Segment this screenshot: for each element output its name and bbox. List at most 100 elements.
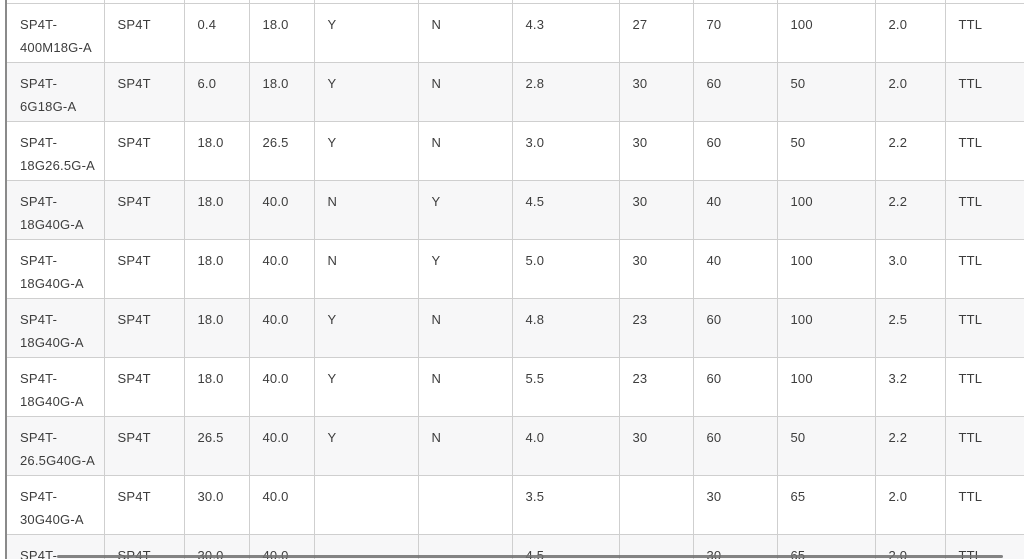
table-cell: 2.2 xyxy=(874,415,946,476)
part-number-cell: SP4T-30G40G-A xyxy=(5,474,105,535)
table-cell: 60 xyxy=(692,297,778,358)
table-cell: N xyxy=(313,179,419,240)
table-cell: SP4T xyxy=(103,474,185,535)
spec-table: SP4T-400M18G-A SP4T 0.4 18.0 Y N 4.3 27 70 100 2.0… xyxy=(5,0,1024,559)
table-cell: 23 xyxy=(618,297,694,358)
table-cell xyxy=(313,474,419,535)
table-cell: Y xyxy=(417,179,513,240)
table-cell: 100 xyxy=(776,2,876,63)
table-cell: TTL xyxy=(944,533,1024,559)
table-row: SP4T-18G40G-A SP4T 18.0 40.0 Y N 5.5 23 60 100 3.2… xyxy=(5,356,1024,417)
table-cell: SP4T xyxy=(103,61,185,122)
table-cell: TTL xyxy=(944,120,1024,181)
table-cell: Y xyxy=(313,356,419,417)
table-cell: 2.0 xyxy=(874,2,946,63)
table-cell xyxy=(417,533,513,559)
table-cell: 23 xyxy=(618,356,694,417)
table-cell: 100 xyxy=(776,238,876,299)
table-cell: 60 xyxy=(692,61,778,122)
table-cell: 18.0 xyxy=(183,179,250,240)
part-number-cell: SP4T-18G40G-A xyxy=(5,179,105,240)
table-cell: N xyxy=(417,356,513,417)
table-cell: SP4T xyxy=(103,415,185,476)
table-cell: 50 xyxy=(776,415,876,476)
spec-table-body: SP4T-400M18G-A SP4T 0.4 18.0 Y N 4.3 27 70 100 2.0… xyxy=(5,0,1024,559)
table-cell: 40 xyxy=(692,238,778,299)
table-cell: N xyxy=(417,2,513,63)
table-cell: Y xyxy=(313,297,419,358)
table-cell: 30.0 xyxy=(183,533,250,559)
table-cell: 26.5 xyxy=(183,415,250,476)
table-cell xyxy=(618,474,694,535)
table-cell: TTL xyxy=(944,179,1024,240)
table-cell: TTL xyxy=(944,415,1024,476)
table-cell: 18.0 xyxy=(248,61,315,122)
table-cell: 100 xyxy=(776,179,876,240)
table-cell: 60 xyxy=(692,356,778,417)
table-cell: Y xyxy=(313,61,419,122)
table-cell: 40.0 xyxy=(248,238,315,299)
table-cell: SP4T xyxy=(103,533,185,559)
table-cell: 30.0 xyxy=(183,474,250,535)
table-cell: 40.0 xyxy=(248,179,315,240)
table-cell: 3.0 xyxy=(874,238,946,299)
table-cell: 27 xyxy=(618,2,694,63)
table-cell: 0.4 xyxy=(183,2,250,63)
table-cell: 18.0 xyxy=(248,2,315,63)
table-cell: N xyxy=(417,415,513,476)
table-cell: 4.8 xyxy=(511,297,620,358)
table-cell: 40.0 xyxy=(248,297,315,358)
table-cell: 30 xyxy=(618,61,694,122)
table-cell: 2.0 xyxy=(874,474,946,535)
table-cell: 65 xyxy=(776,533,876,559)
table-cell: 30 xyxy=(618,179,694,240)
table-cell: 5.5 xyxy=(511,356,620,417)
table-cell: 4.3 xyxy=(511,2,620,63)
table-cell: SP4T xyxy=(103,238,185,299)
table-cell: SP4T xyxy=(103,297,185,358)
table-cell: 3.0 xyxy=(511,120,620,181)
table-cell: Y xyxy=(417,238,513,299)
table-cell: 2.5 xyxy=(874,297,946,358)
table-cell: Y xyxy=(313,120,419,181)
table-cell: N xyxy=(417,61,513,122)
table-cell: TTL xyxy=(944,238,1024,299)
table-row: SP4T-6G18G-A SP4T 6.0 18.0 Y N 2.8 30 60 50 2.0 TTL xyxy=(5,61,1024,122)
table-cell: N xyxy=(417,120,513,181)
table-cell: Y xyxy=(313,2,419,63)
table-cell: 6.0 xyxy=(183,61,250,122)
table-cell: 60 xyxy=(692,415,778,476)
table-cell: 2.8 xyxy=(511,61,620,122)
table-cell: 26.5 xyxy=(248,120,315,181)
table-cell: 3.2 xyxy=(874,356,946,417)
table-cell: TTL xyxy=(944,2,1024,63)
table-cell: 2.0 xyxy=(874,61,946,122)
table-row: SP4T-26.5G40G-A SP4T 26.5 40.0 Y N 4.0 30 60 50 2.… xyxy=(5,415,1024,476)
table-cell: Y xyxy=(313,415,419,476)
table-row: SP4T-18G40G-A SP4T 18.0 40.0 N Y 5.0 30 40 100 3.0… xyxy=(5,238,1024,299)
table-cell: 40.0 xyxy=(248,474,315,535)
table-cell: SP4T xyxy=(103,179,185,240)
table-cell: 4.5 xyxy=(511,533,620,559)
table-cell: N xyxy=(417,297,513,358)
table-row: SP4T-18G40G-A SP4T 18.0 40.0 Y N 4.8 23 60 100 2.5… xyxy=(5,297,1024,358)
table-cell: 30 xyxy=(618,238,694,299)
table-cell: 2.2 xyxy=(874,120,946,181)
table-cell: 2.2 xyxy=(874,179,946,240)
table-cell: 60 xyxy=(692,120,778,181)
part-number-cell: SP4T-26.5G40G-A xyxy=(5,415,105,476)
part-number-cell: SP4T-6G18G-A xyxy=(5,61,105,122)
table-cell: 18.0 xyxy=(183,120,250,181)
part-number-cell: SP4T-18G26.5G-A xyxy=(5,120,105,181)
table-cell: 18.0 xyxy=(183,356,250,417)
table-cell: 4.5 xyxy=(511,179,620,240)
table-cell: 3.5 xyxy=(511,474,620,535)
table-cell: SP4T xyxy=(103,356,185,417)
timeline-scrubber[interactable] xyxy=(57,555,1003,558)
table-cell: 40.0 xyxy=(248,533,315,559)
table-cell: TTL xyxy=(944,297,1024,358)
table-cell: 50 xyxy=(776,120,876,181)
table-cell: N xyxy=(313,238,419,299)
table-cell: TTL xyxy=(944,61,1024,122)
